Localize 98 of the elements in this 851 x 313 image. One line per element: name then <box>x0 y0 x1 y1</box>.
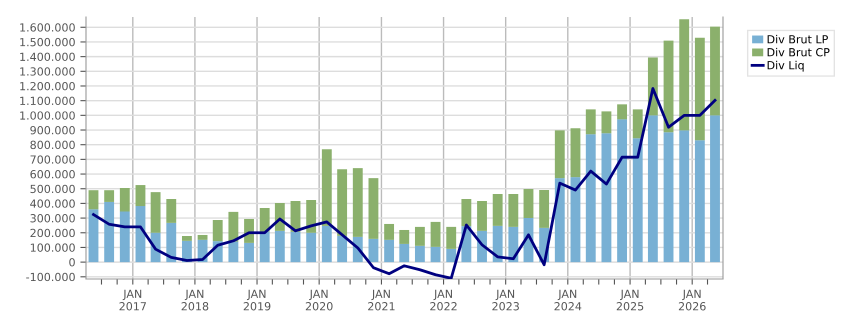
x-tick-label: JAN 2022 <box>430 290 457 310</box>
y-tick-label: -100.000 <box>26 272 75 282</box>
bar <box>166 199 176 223</box>
x-tick-label: JAN 2026 <box>678 290 706 310</box>
bar <box>306 200 316 233</box>
bar <box>260 208 270 232</box>
bar <box>352 168 363 237</box>
bar <box>570 177 580 262</box>
bar <box>414 226 425 246</box>
x-tick-label: JAN 2021 <box>368 290 395 310</box>
x-tick-label: JAN 2019 <box>244 290 270 310</box>
bar <box>617 119 628 262</box>
bar <box>648 115 658 262</box>
bar <box>446 248 456 262</box>
bar <box>228 242 238 262</box>
bar <box>120 211 130 262</box>
bar <box>306 232 316 262</box>
x-tick-label: JAN 2023 <box>492 290 519 310</box>
bar <box>524 189 534 218</box>
bar <box>290 232 300 262</box>
y-tick-label: 1.400.000 <box>20 52 75 62</box>
y-tick-label: 1.500.000 <box>20 38 75 46</box>
bar <box>694 140 705 262</box>
bar <box>88 209 98 262</box>
y-tick-label: 1.300.000 <box>20 67 75 76</box>
bar <box>570 128 580 178</box>
bar <box>384 224 394 240</box>
bar <box>430 222 440 247</box>
bar <box>710 26 720 116</box>
bar <box>212 220 223 242</box>
bar <box>322 149 332 226</box>
bar <box>322 226 332 262</box>
bar <box>384 240 394 262</box>
legend-label: Div Brut CP <box>768 48 830 56</box>
y-tick-label: 300.000 <box>30 214 75 222</box>
bar <box>679 19 690 130</box>
bar <box>88 190 98 210</box>
bar <box>399 230 410 244</box>
y-tick-label: 200.000 <box>30 228 75 238</box>
bar <box>337 236 348 262</box>
legend-label: Div Liq <box>768 60 804 72</box>
y-tick-label: 0 <box>69 258 75 266</box>
bar <box>368 178 378 239</box>
bar <box>632 109 643 138</box>
y-tick-label: 1.600.000 <box>20 23 75 32</box>
bar <box>399 244 410 262</box>
y-tick-label: 1.200.000 <box>20 82 75 90</box>
x-tick-label: JAN 2020 <box>306 290 333 310</box>
y-tick-label: 1.000.000 <box>20 111 75 120</box>
x-tick-label: JAN 2025 <box>616 290 644 310</box>
bar <box>554 130 565 178</box>
x-tick-label: JAN 2017 <box>119 290 146 310</box>
bar <box>492 194 503 226</box>
bar <box>368 238 378 262</box>
bar <box>508 194 518 227</box>
bar <box>539 190 550 228</box>
bar <box>710 115 720 262</box>
x-tick-label: JAN 2024 <box>554 290 582 310</box>
y-tick-label: 700.000 <box>30 155 75 164</box>
bar <box>601 133 612 262</box>
bar <box>694 38 705 140</box>
bar <box>260 232 270 262</box>
bar <box>477 201 487 231</box>
y-tick-label: 900.000 <box>30 126 75 134</box>
bar <box>632 138 643 262</box>
bar <box>617 104 628 120</box>
bar <box>586 109 596 134</box>
x-tick-label: JAN 2018 <box>182 290 208 310</box>
bar <box>664 132 674 262</box>
bar <box>492 226 503 262</box>
y-tick-label: 500.000 <box>30 184 75 194</box>
bar <box>586 134 596 262</box>
y-tick-label: 100.000 <box>30 243 75 252</box>
y-tick-label: 800.000 <box>30 140 75 150</box>
y-tick-label: 1.100.000 <box>20 96 75 106</box>
bar <box>104 202 114 262</box>
bar <box>182 236 192 241</box>
bar <box>136 185 146 206</box>
bar <box>461 199 472 226</box>
bar <box>120 188 130 212</box>
bar <box>430 246 440 262</box>
bar <box>679 130 690 262</box>
bar <box>414 246 425 262</box>
y-tick-label: 400.000 <box>30 199 75 208</box>
bar <box>446 226 456 249</box>
bar <box>601 111 612 134</box>
bar <box>244 242 254 262</box>
bar <box>228 212 238 242</box>
bar <box>150 192 161 233</box>
bar <box>337 169 348 236</box>
y-tick-label: 600.000 <box>30 170 75 178</box>
bar <box>664 40 674 132</box>
bar <box>136 206 146 262</box>
bar <box>198 234 208 240</box>
legend-label: Div Brut LP <box>768 34 828 44</box>
bar <box>274 230 285 262</box>
bar <box>104 190 114 202</box>
line-series <box>92 87 716 279</box>
